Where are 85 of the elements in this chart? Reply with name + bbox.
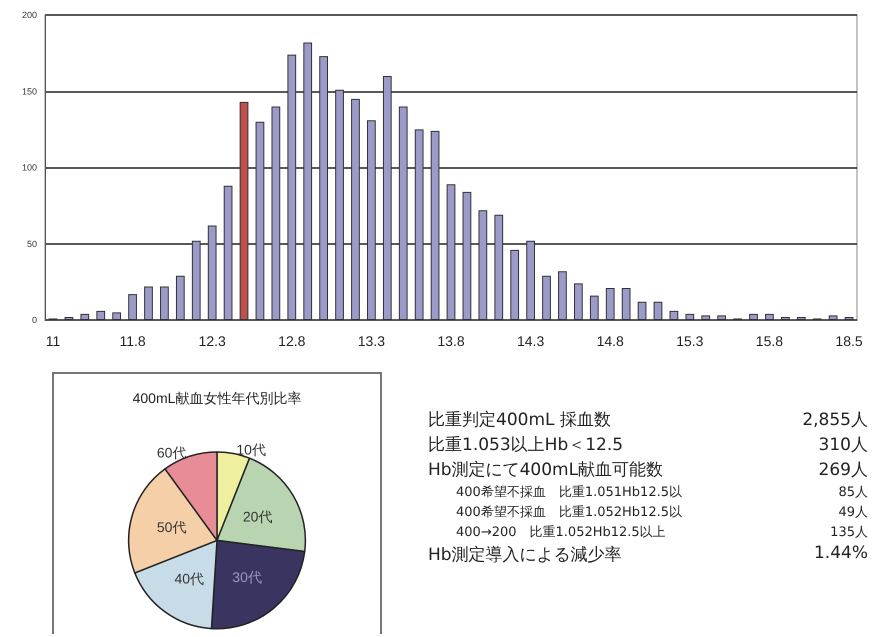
bar: [192, 240, 201, 320]
text: 269人: [818, 459, 868, 481]
text: Hb測定にて400mL献血可能数: [428, 459, 664, 481]
text: 49人: [837, 504, 868, 521]
text: Hb測定導入による減少率: [428, 544, 623, 566]
bar: [144, 286, 153, 320]
bar: [701, 315, 710, 320]
slice-label: 10代: [236, 442, 266, 458]
slice-label: 40代: [174, 570, 204, 587]
bar: [749, 314, 758, 320]
bar: [160, 286, 169, 320]
bar: [176, 276, 185, 320]
text: 1.44%: [812, 543, 868, 565]
slice-label: 50代: [156, 519, 186, 536]
bar: [446, 184, 456, 320]
text: 400希望不採血 比重1.052Hb12.5以: [455, 504, 684, 521]
x-tick-label: 13.8: [437, 333, 465, 349]
text: 400→200 比重1.052Hb12.5以上: [455, 524, 667, 541]
text: 135人: [829, 524, 868, 541]
bar: [765, 314, 774, 320]
bar: [574, 283, 583, 320]
bar: [844, 316, 854, 320]
bar: [303, 42, 312, 320]
bar: [828, 315, 838, 320]
bar: [96, 310, 106, 320]
bar: [622, 288, 631, 320]
x-tick-label: 18.5: [835, 333, 863, 349]
x-tick-label: 12.3: [198, 333, 226, 349]
bar: [351, 98, 360, 320]
bar: [319, 56, 328, 320]
bar: [478, 210, 488, 320]
bar: [224, 186, 232, 320]
bar: [526, 240, 535, 320]
bar: [256, 122, 264, 320]
bar: [462, 192, 472, 320]
bar: [382, 76, 392, 320]
slice-label: 30代: [232, 568, 262, 585]
bar: [414, 129, 424, 320]
text: 85人: [837, 484, 868, 501]
bar: [494, 214, 504, 320]
bar: [590, 296, 599, 320]
x-tick-label: 14.3: [516, 333, 544, 349]
bar: [685, 314, 694, 320]
text: 比重1.053以上Hb＜12.5: [428, 434, 624, 456]
text: 比重判定400mL 採血数: [428, 409, 612, 431]
slice-label: 60代: [156, 444, 186, 461]
text: 400希望不採血 比重1.051Hb12.5以: [455, 484, 684, 501]
bar: [128, 294, 137, 320]
y-tick-label: 100: [22, 162, 37, 172]
x-tick-label: 11: [46, 333, 60, 349]
slice-label: 20代: [242, 508, 272, 524]
bar: [112, 312, 122, 320]
bar: [638, 302, 646, 320]
bar: [80, 314, 90, 320]
text: 310人: [818, 434, 868, 456]
bar: [558, 271, 567, 320]
x-tick-label: 13.3: [358, 333, 386, 349]
bar: [367, 120, 376, 320]
bar: [717, 315, 726, 320]
x-tick-label: 15.3: [676, 333, 704, 349]
bar: [271, 106, 280, 320]
x-tick-label: 11.8: [119, 333, 146, 349]
bar: [287, 54, 296, 320]
bar: [430, 130, 440, 320]
bar: [796, 316, 806, 320]
x-tick-label: 15.8: [756, 333, 784, 349]
chart-title: 400mL献血女性年代別比率: [132, 390, 302, 406]
bar: [208, 225, 217, 320]
text: 2,855人: [801, 409, 868, 431]
bar: [670, 310, 678, 320]
bar: [64, 316, 74, 320]
bar: [398, 106, 408, 320]
bar: [335, 90, 344, 320]
y-tick-label: 200: [22, 10, 37, 20]
bar: [542, 276, 551, 320]
x-tick-label: 14.8: [596, 333, 624, 349]
bar: [510, 250, 520, 320]
x-tick-label: 12.8: [278, 333, 306, 349]
y-tick-label: 0: [32, 315, 37, 325]
bar: [606, 288, 615, 320]
bar: [654, 302, 662, 320]
bar: [240, 102, 248, 320]
y-tick-label: 150: [22, 86, 37, 96]
bar: [780, 316, 790, 320]
y-tick-label: 50: [26, 238, 37, 249]
